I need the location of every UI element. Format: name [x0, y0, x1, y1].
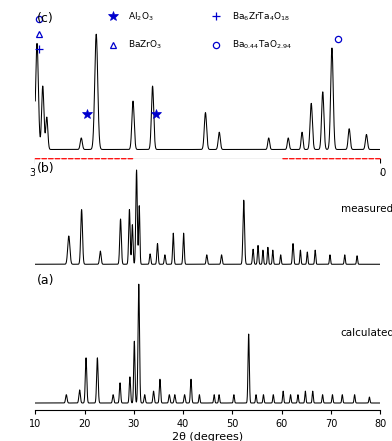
Text: Ba$_6$ZrTa$_4$O$_{18}$: Ba$_6$ZrTa$_4$O$_{18}$ [232, 10, 290, 22]
Text: measured: measured [341, 204, 392, 214]
Text: calculated: calculated [341, 328, 392, 338]
Text: (a): (a) [37, 274, 54, 287]
Text: Al$_2$O$_3$: Al$_2$O$_3$ [129, 10, 154, 22]
Text: (c): (c) [37, 12, 54, 25]
X-axis label: 2θ (degrees): 2θ (degrees) [172, 432, 243, 441]
Text: BaZrO$_3$: BaZrO$_3$ [129, 38, 163, 51]
X-axis label: 2θ (degrees): 2θ (degrees) [172, 180, 243, 191]
Text: Ba$_{0.44}$TaO$_{2.94}$: Ba$_{0.44}$TaO$_{2.94}$ [232, 38, 292, 51]
Text: (b): (b) [37, 162, 54, 175]
